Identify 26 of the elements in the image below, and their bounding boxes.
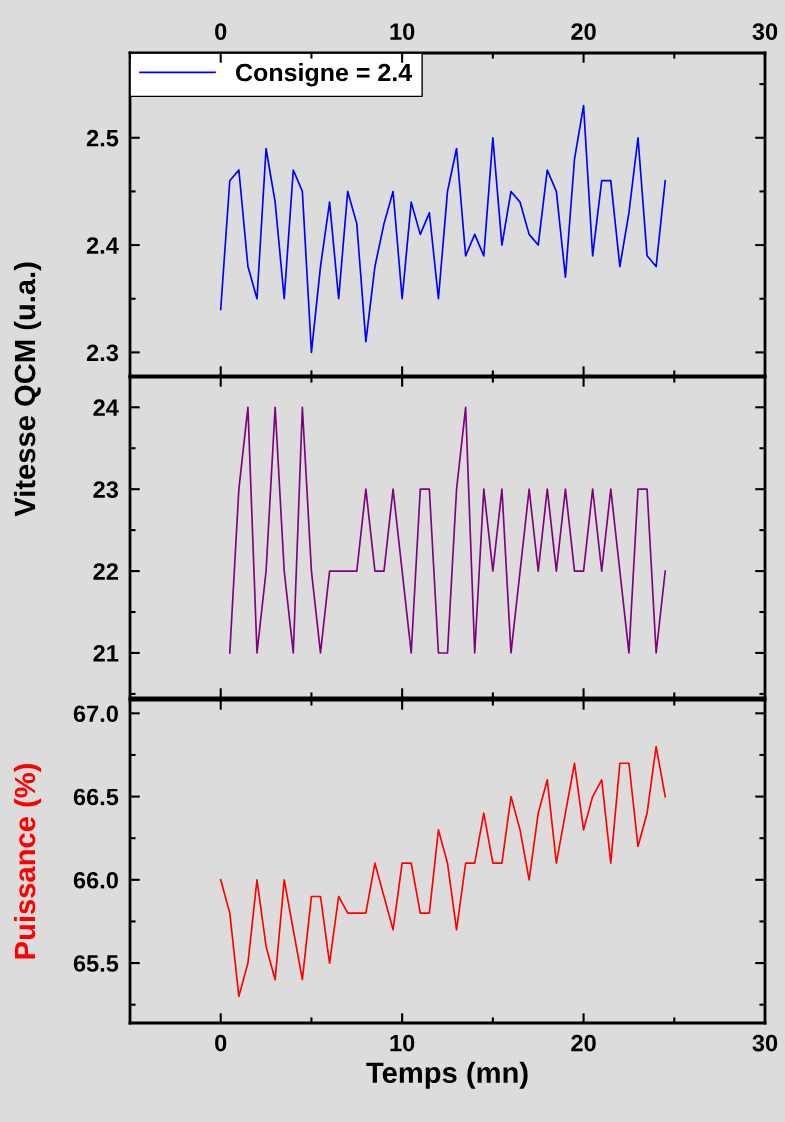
y-tick-label: 2.4 — [86, 237, 119, 254]
y-axis-title: Vitesse QCM (u.a.) — [13, 262, 42, 517]
line-series — [228, 406, 667, 654]
x2-tick-label: 30 — [752, 23, 778, 41]
y-tick-label: 22 — [93, 563, 118, 580]
y-tick-label: 21 — [93, 645, 119, 662]
x-tick-label: 20 — [571, 1034, 596, 1052]
x2-tick-label: 20 — [571, 23, 596, 40]
line-series — [219, 104, 667, 354]
y-tick-label: 23 — [93, 481, 119, 499]
y-tick-label: 67.0 — [73, 705, 118, 723]
x2-tick-label: 0 — [215, 23, 227, 40]
legend-label: Consigne = 2.4 — [236, 63, 412, 87]
line-series — [219, 745, 667, 998]
y-tick-label: 66.0 — [73, 871, 118, 889]
x2-tick-label: 10 — [390, 23, 415, 40]
y-tick-label: 2.5 — [86, 129, 119, 147]
y-tick-label: 66.5 — [73, 788, 119, 806]
x-axis-title: Temps (mn) — [366, 1061, 528, 1089]
x-tick-label: 10 — [390, 1034, 415, 1052]
y-tick-label: 24 — [93, 399, 119, 416]
y-axis-title: Puissance (%) — [13, 764, 42, 959]
y-tick-label: 2.3 — [86, 344, 119, 362]
x-tick-label: 30 — [752, 1034, 778, 1052]
y-tick-label: 65.5 — [73, 955, 119, 972]
x-tick-label: 0 — [215, 1034, 227, 1052]
